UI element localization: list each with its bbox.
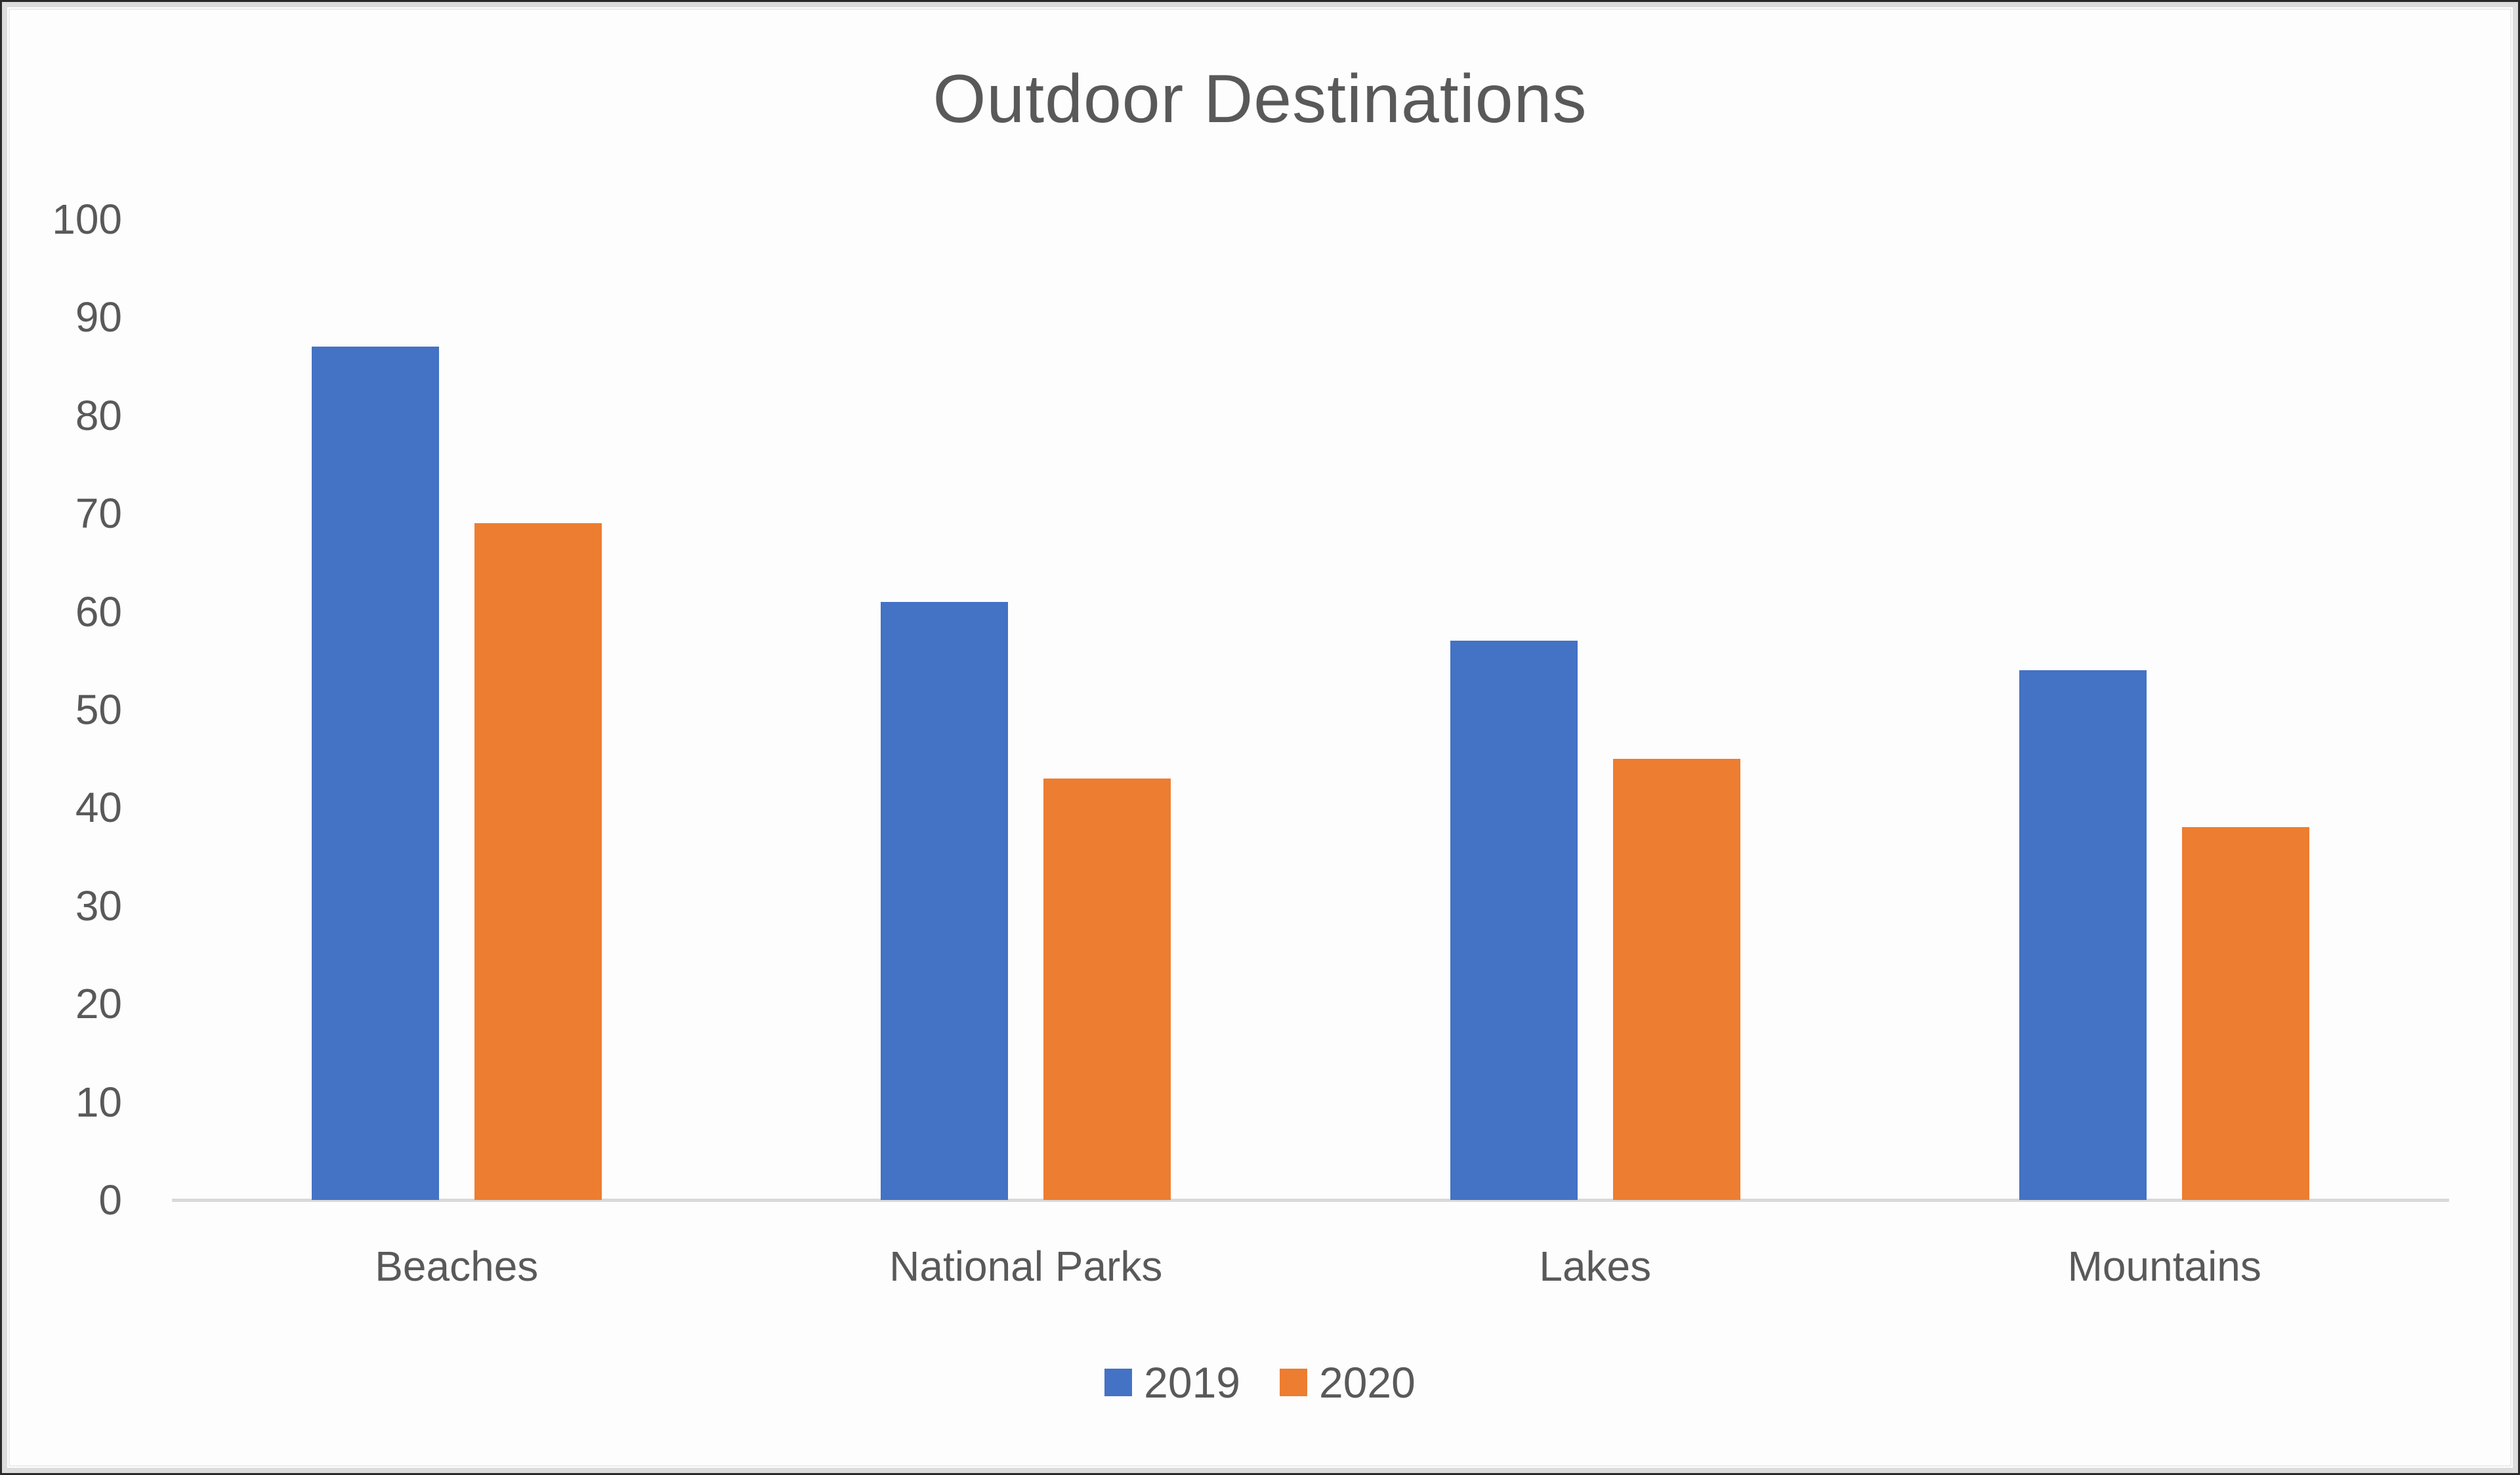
y-tick-label: 100 [52, 196, 122, 243]
x-tick-label: Lakes [1539, 1243, 1652, 1290]
bar-lakes-2020[interactable] [1612, 758, 1740, 1200]
y-tick-label: 60 [75, 588, 122, 635]
legend-item-2020[interactable]: 2020 [1280, 1357, 1416, 1407]
x-axis-line [172, 1199, 2449, 1202]
x-tick-label: Beaches [375, 1243, 539, 1290]
y-tick-label: 90 [75, 293, 122, 341]
y-tick-label: 10 [75, 1078, 122, 1126]
bar-mountains-2019[interactable] [2019, 670, 2147, 1200]
y-tick-label: 20 [75, 980, 122, 1028]
bar-mountains-2020[interactable] [2182, 827, 2310, 1200]
legend-label-2019: 2019 [1144, 1358, 1240, 1407]
bar-lakes-2019[interactable] [1450, 641, 1578, 1200]
legend-label-2020: 2020 [1319, 1358, 1416, 1407]
x-tick-label: National Parks [889, 1243, 1163, 1290]
bar-beaches-2019[interactable] [311, 347, 439, 1200]
y-tick-label: 50 [75, 686, 122, 733]
legend: 2019 2020 [0, 1357, 2520, 1407]
y-tick-label: 70 [75, 490, 122, 538]
legend-item-2019[interactable]: 2019 [1104, 1357, 1240, 1407]
y-tick-label: 80 [75, 391, 122, 439]
bar-beaches-2020[interactable] [474, 523, 602, 1200]
legend-swatch-2019-icon [1104, 1369, 1133, 1396]
y-tick-label: 0 [98, 1176, 122, 1224]
x-tick-label: Mountains [2067, 1243, 2261, 1290]
y-tick-label: 30 [75, 882, 122, 930]
bar-national-parks-2019[interactable] [881, 601, 1009, 1200]
legend-swatch-2020-icon [1280, 1369, 1307, 1396]
chart-title: Outdoor Destinations [933, 61, 1587, 137]
bar-national-parks-2020[interactable] [1043, 778, 1171, 1200]
y-tick-label: 40 [75, 784, 122, 832]
